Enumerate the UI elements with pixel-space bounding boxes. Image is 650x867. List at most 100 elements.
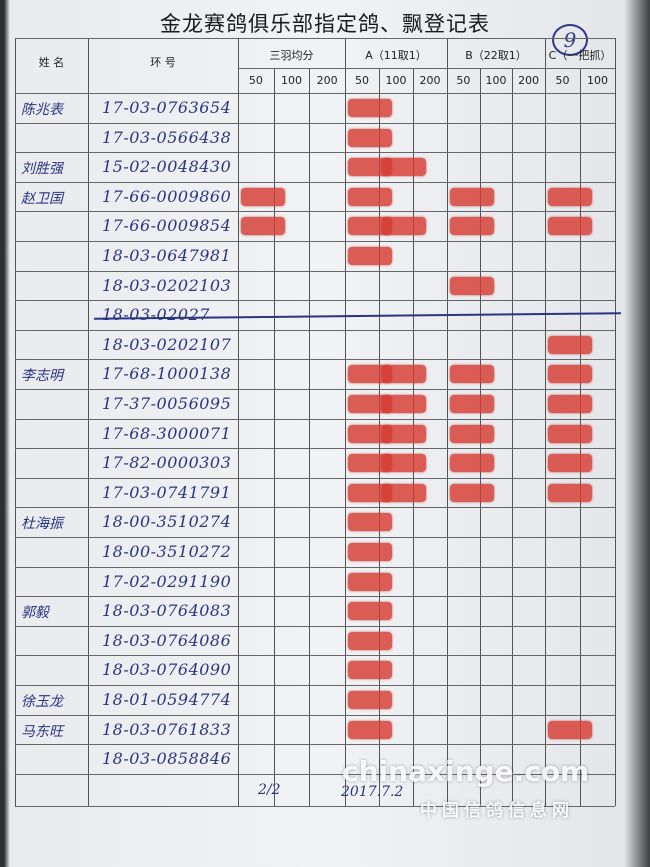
sub-header: 200 — [419, 74, 441, 87]
registration-stamp — [548, 720, 592, 739]
column-header: A（11取1） — [365, 49, 427, 62]
table-border — [15, 241, 615, 242]
table-border — [15, 211, 615, 213]
ring-number: 18-03-0202103 — [102, 275, 232, 295]
ring-number: 18-00-3510274 — [102, 512, 232, 532]
registration-stamp — [241, 187, 285, 206]
registration-stamp — [348, 424, 392, 443]
registration-stamp — [348, 365, 392, 384]
registration-stamp — [548, 365, 592, 384]
table-border — [512, 68, 514, 806]
table-border — [545, 38, 546, 806]
ring-number: 17-66-0009854 — [102, 216, 232, 236]
sub-header: 50 — [248, 74, 263, 87]
registration-stamp — [382, 365, 426, 384]
watermark-name: 中国信鸽信息网 — [420, 801, 574, 821]
table-border — [15, 38, 615, 39]
ring-number: 18-03-0858846 — [102, 749, 232, 769]
table-border — [15, 122, 615, 124]
owner-name: 马东旺 — [21, 723, 63, 740]
sub-header: 100 — [587, 74, 608, 87]
ring-number: 18-03-02027 — [102, 305, 210, 325]
table-border — [345, 38, 346, 806]
owner-name: 徐玉龙 — [21, 694, 63, 710]
ring-number: 17-03-0566438 — [102, 127, 232, 147]
registration-stamp — [348, 513, 392, 532]
sub-header: 100 — [280, 74, 302, 87]
table-border — [15, 773, 615, 775]
sub-header: 50 — [355, 74, 369, 87]
registration-stamp — [382, 424, 426, 443]
owner-name: 赵卫国 — [21, 190, 63, 207]
table-border — [15, 418, 615, 420]
ring-number: 18-00-3510272 — [102, 542, 232, 561]
registration-stamp — [450, 424, 494, 443]
registration-stamp — [348, 483, 392, 502]
table-border — [15, 93, 615, 94]
sub-header: 50 — [456, 74, 471, 87]
registration-stamp — [382, 158, 426, 177]
registration-stamp — [348, 99, 392, 117]
ring-number: 18-03-0202107 — [102, 334, 232, 354]
ring-number: 17-03-0741791 — [102, 482, 232, 502]
table-border — [309, 68, 311, 806]
table-border — [15, 685, 615, 686]
ring-number: 17-68-3000071 — [102, 423, 232, 443]
registration-stamp — [450, 483, 494, 502]
table-border — [15, 507, 615, 509]
registration-stamp — [348, 128, 392, 147]
owner-name: 刘胜强 — [21, 161, 63, 178]
registration-stamp — [348, 454, 392, 473]
registration-stamp — [348, 572, 392, 591]
registration-stamp — [450, 365, 494, 384]
owner-name: 郭毅 — [21, 605, 49, 622]
table-border — [15, 359, 615, 361]
table-border — [15, 744, 615, 746]
sub-header: 50 — [555, 74, 570, 87]
table-border — [15, 537, 615, 538]
table-border — [15, 625, 615, 627]
table-border — [238, 68, 615, 69]
registration-stamp — [348, 247, 392, 265]
table-border — [273, 68, 275, 806]
registration-stamp — [348, 720, 392, 739]
registration-stamp — [348, 691, 392, 709]
table-border — [15, 181, 615, 183]
registration-stamp — [548, 187, 592, 206]
registration-stamp — [548, 454, 592, 473]
ring-number: 17-37-0056095 — [102, 394, 232, 413]
table-border — [15, 596, 615, 598]
ring-number: 18-03-0764086 — [102, 630, 232, 650]
table-border — [15, 38, 16, 806]
ring-number: 17-03-0763654 — [102, 98, 232, 117]
registration-stamp — [348, 661, 392, 680]
table-border — [15, 300, 615, 302]
column-header: 三羽均分 — [269, 49, 314, 62]
registration-stamp — [348, 395, 392, 413]
footer-count: 2/2 — [258, 781, 281, 798]
table-border — [15, 714, 615, 716]
ring-number: 15-02-0048430 — [102, 157, 232, 177]
table-border — [447, 38, 448, 806]
ring-number: 17-82-0000303 — [102, 453, 232, 473]
registration-stamp — [450, 187, 494, 206]
registration-stamp — [450, 276, 494, 295]
table-border — [88, 38, 89, 806]
table-border — [15, 152, 615, 154]
ring-number: 18-03-0764090 — [102, 660, 232, 680]
column-header: C（一把抓） — [548, 49, 612, 62]
ring-number: 18-03-0764083 — [102, 601, 232, 621]
sub-header: 200 — [518, 74, 540, 87]
form-title: 金龙赛鸽俱乐部指定鸽、飘登记表 — [160, 12, 490, 36]
table-border — [15, 448, 615, 450]
ring-number: 17-66-0009860 — [102, 186, 232, 206]
registration-stamp — [241, 217, 285, 236]
registration-stamp — [382, 217, 426, 236]
table-border — [615, 38, 616, 806]
owner-name: 陈兆表 — [21, 102, 63, 118]
table-border — [15, 270, 615, 272]
column-header: 姓 名 — [38, 56, 65, 69]
ring-number: 17-02-0291190 — [102, 571, 232, 591]
owner-name: 李志明 — [21, 368, 63, 385]
